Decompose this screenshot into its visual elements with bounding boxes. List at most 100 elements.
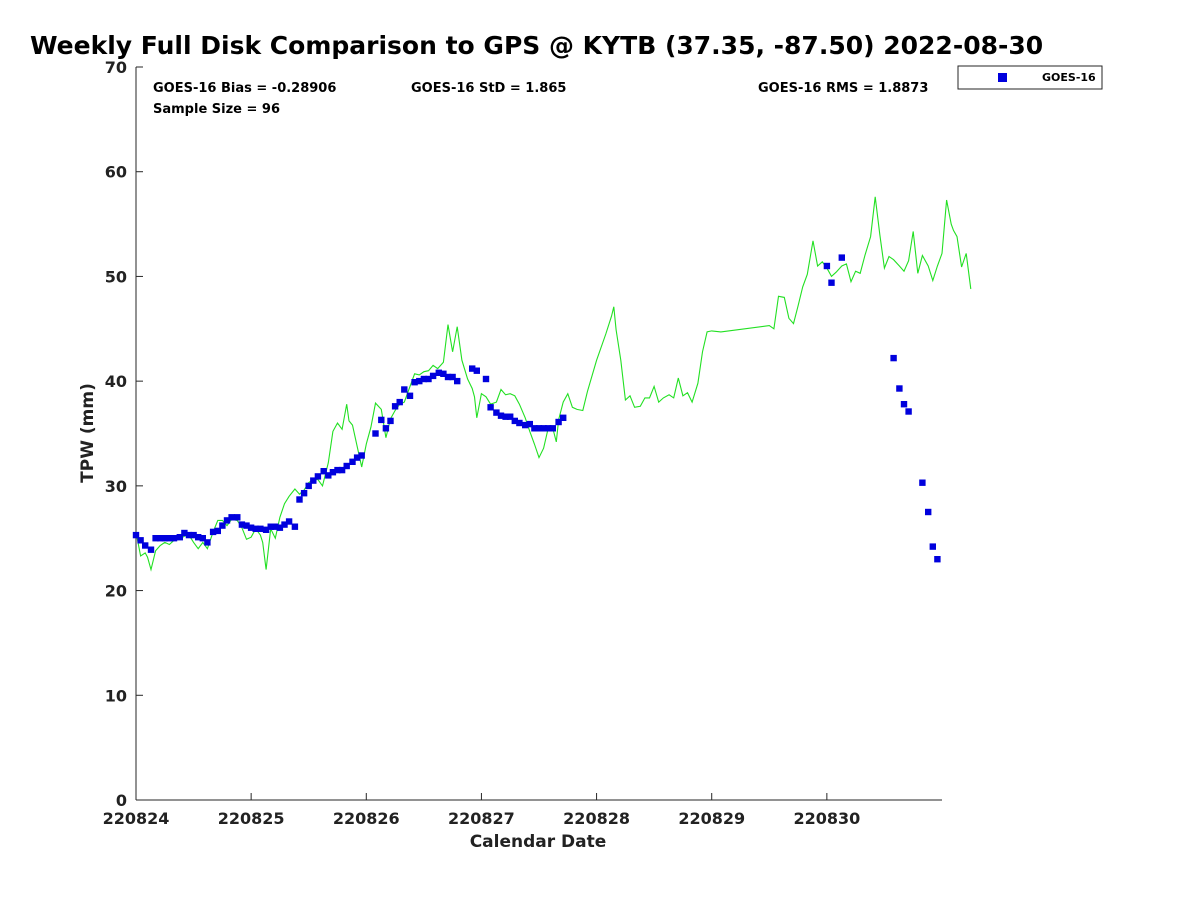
stat-bias: GOES-16 Bias = -0.28906 xyxy=(153,81,336,96)
y-tick-label: 0 xyxy=(116,791,127,810)
goes16-data-point xyxy=(132,531,140,539)
goes16-data-point xyxy=(142,542,149,549)
y-axis-ticks: 0 10 20 30 40 50 60 70 xyxy=(105,58,143,810)
goes16-data-point xyxy=(300,490,308,497)
goes16-data-point xyxy=(411,379,418,386)
goes16-data-point xyxy=(549,425,556,432)
goes16-data-point xyxy=(204,539,211,546)
goes16-data-point xyxy=(281,521,288,528)
goes16-data-point xyxy=(358,452,365,459)
goes16-data-point xyxy=(296,496,303,503)
goes16-data-point xyxy=(387,417,394,425)
goes16-data-point xyxy=(199,535,206,542)
y-tick-label: 20 xyxy=(105,582,127,601)
goes16-data-point xyxy=(401,386,408,393)
goes16-data-point xyxy=(338,466,346,474)
goes16-data-point xyxy=(219,522,226,529)
goes16-data-point xyxy=(176,534,183,541)
goes16-data-point xyxy=(531,425,538,432)
goes16-data-point xyxy=(185,531,193,539)
gps-line-series xyxy=(135,196,972,572)
goes16-data-point xyxy=(291,523,299,530)
goes16-data-point xyxy=(325,472,332,479)
stat-std: GOES-16 StD = 1.865 xyxy=(411,81,566,96)
y-axis-label: TPW (mm) xyxy=(78,383,98,483)
goes16-data-point xyxy=(444,373,452,381)
goes16-data-point xyxy=(838,254,845,261)
goes16-data-point xyxy=(560,414,567,421)
goes16-data-point xyxy=(372,430,379,437)
y-tick-label: 70 xyxy=(105,58,127,77)
goes16-data-point xyxy=(823,262,831,270)
goes16-data-point xyxy=(170,535,178,542)
goes16-data-point xyxy=(247,524,255,531)
y-tick-label: 50 xyxy=(105,267,127,286)
goes16-data-point xyxy=(334,466,341,474)
goes16-data-point xyxy=(305,482,312,490)
goes16-data-point xyxy=(243,522,250,529)
legend-marker-swatch xyxy=(998,73,1007,82)
goes16-data-point xyxy=(152,535,159,542)
goes16-data-point xyxy=(214,527,221,535)
goes16-data-point xyxy=(320,468,327,475)
y-tick-label: 10 xyxy=(105,686,127,705)
goes16-data-point xyxy=(257,525,264,532)
goes16-data-point xyxy=(276,524,284,531)
goes16-data-point xyxy=(925,508,932,516)
y-tick-label: 30 xyxy=(105,477,127,496)
legend-label-goes16: GOES-16 xyxy=(1042,71,1096,84)
goes16-data-point xyxy=(535,425,543,432)
legend-box xyxy=(957,65,1103,90)
plot-area: 0 10 20 30 40 50 60 70 220824 220825 220826 220827… xyxy=(103,58,972,828)
goes16-data-point xyxy=(429,372,437,380)
goes16-data-point xyxy=(157,535,164,542)
goes16-data-point xyxy=(234,514,241,521)
goes16-data-point xyxy=(166,535,173,542)
goes16-data-point xyxy=(190,531,197,539)
goes16-data-point xyxy=(929,543,936,550)
goes16-data-point xyxy=(502,413,509,420)
chart-title: Weekly Full Disk Comparison to GPS @ KYT… xyxy=(30,31,1043,60)
goes16-data-point xyxy=(252,525,259,532)
goes16-data-point xyxy=(416,377,423,385)
goes16-marker-series xyxy=(132,254,941,563)
goes16-data-point xyxy=(526,420,533,428)
goes16-data-point xyxy=(454,377,461,385)
goes16-data-point xyxy=(449,373,456,381)
goes16-data-point xyxy=(353,454,361,461)
goes16-data-point xyxy=(228,514,235,521)
goes16-data-point xyxy=(905,408,912,415)
goes16-data-point xyxy=(497,412,505,419)
goes16-data-point xyxy=(890,354,897,362)
x-axis-label: Calendar Date xyxy=(470,832,607,852)
goes16-data-point xyxy=(378,416,385,424)
goes16-data-point xyxy=(195,534,202,541)
goes16-data-point xyxy=(267,523,274,530)
y-tick-label: 60 xyxy=(105,163,127,182)
goes16-data-point xyxy=(469,365,476,372)
goes16-data-point xyxy=(473,367,480,374)
goes16-data-point xyxy=(314,473,322,480)
stat-sample-size: Sample Size = 96 xyxy=(153,102,280,117)
goes16-data-point xyxy=(440,370,447,377)
x-tick-label: 220825 xyxy=(218,809,285,828)
goes16-data-point xyxy=(516,419,523,427)
legend: GOES-16 xyxy=(957,65,1103,90)
goes16-data-point xyxy=(511,417,518,425)
goes16-data-point xyxy=(540,425,547,432)
x-tick-label: 220829 xyxy=(678,809,745,828)
goes16-data-point xyxy=(482,375,490,383)
stat-rms: GOES-16 RMS = 1.8873 xyxy=(758,81,928,96)
goes16-data-point xyxy=(896,385,903,392)
x-tick-label: 220826 xyxy=(333,809,400,828)
goes16-data-point xyxy=(391,403,399,410)
goes16-data-point xyxy=(545,425,552,432)
goes16-data-point xyxy=(507,413,514,420)
y-tick-label: 40 xyxy=(105,372,127,391)
goes16-data-point xyxy=(406,392,414,399)
goes16-data-point xyxy=(310,477,317,484)
goes16-data-point xyxy=(493,409,500,416)
goes16-data-point xyxy=(272,523,279,530)
goes16-data-point xyxy=(181,529,188,537)
